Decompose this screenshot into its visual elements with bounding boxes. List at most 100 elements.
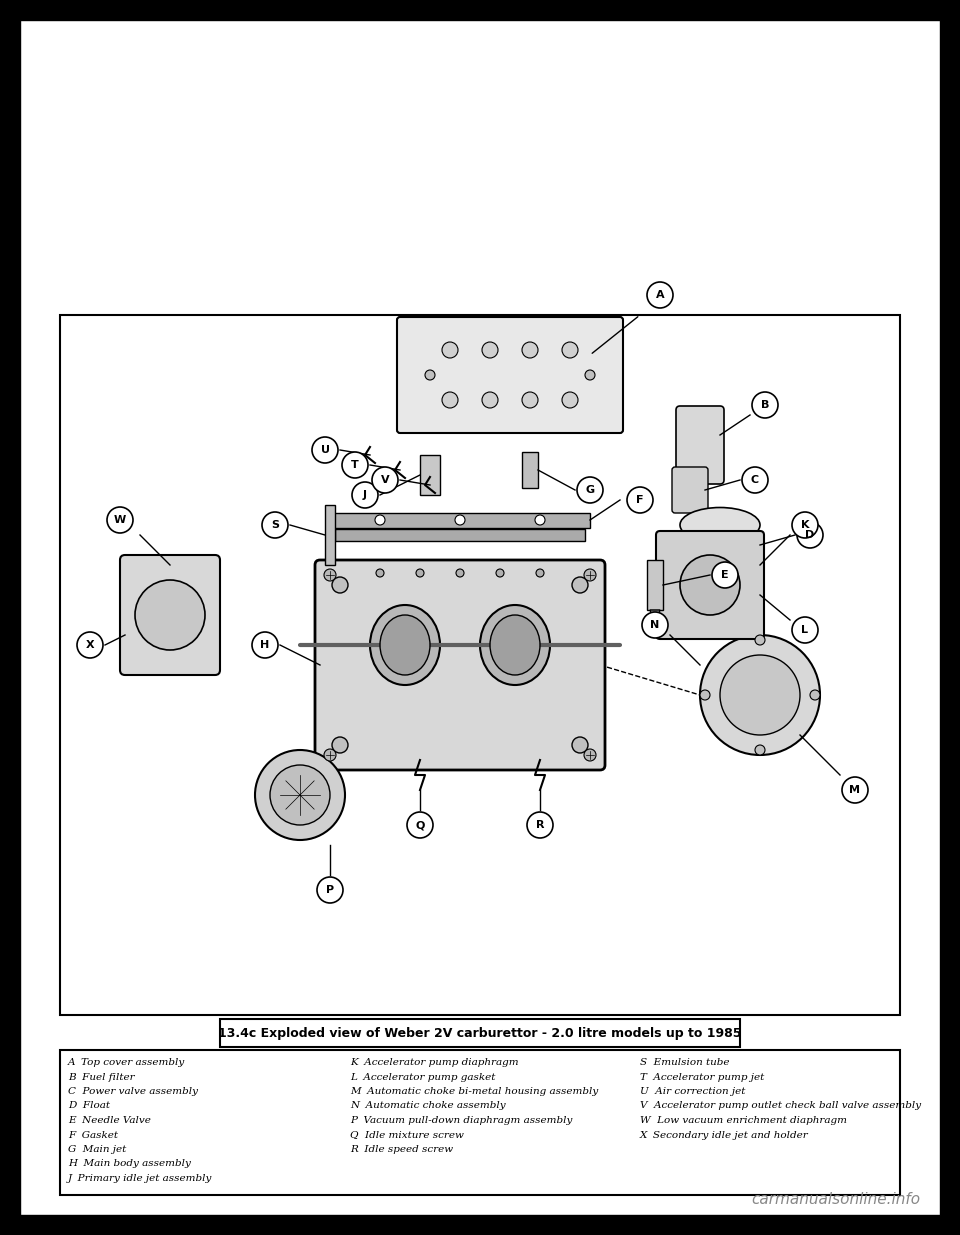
Circle shape xyxy=(535,515,545,525)
Circle shape xyxy=(77,632,103,658)
Circle shape xyxy=(375,515,385,525)
Text: X  Secondary idle jet and holder: X Secondary idle jet and holder xyxy=(640,1130,808,1140)
Text: J  Primary idle jet assembly: J Primary idle jet assembly xyxy=(68,1174,212,1183)
Text: K  Accelerator pump diaphragm: K Accelerator pump diaphragm xyxy=(350,1058,518,1067)
Polygon shape xyxy=(650,610,660,625)
Text: D: D xyxy=(805,530,815,540)
Circle shape xyxy=(255,750,345,840)
Text: G  Main jet: G Main jet xyxy=(68,1145,127,1153)
Circle shape xyxy=(792,513,818,538)
Text: C: C xyxy=(751,475,759,485)
Text: A: A xyxy=(656,290,664,300)
Circle shape xyxy=(317,877,343,903)
Circle shape xyxy=(522,391,538,408)
Circle shape xyxy=(642,613,668,638)
Circle shape xyxy=(647,282,673,308)
Circle shape xyxy=(407,811,433,839)
Circle shape xyxy=(376,569,384,577)
Circle shape xyxy=(312,437,338,463)
Bar xyxy=(647,559,663,610)
Text: Q  Idle mixture screw: Q Idle mixture screw xyxy=(350,1130,464,1140)
Text: H  Main body assembly: H Main body assembly xyxy=(68,1160,191,1168)
Circle shape xyxy=(252,632,278,658)
Circle shape xyxy=(332,737,348,753)
Text: M  Automatic choke bi-metal housing assembly: M Automatic choke bi-metal housing assem… xyxy=(350,1087,598,1095)
Circle shape xyxy=(700,690,710,700)
Circle shape xyxy=(755,635,765,645)
Circle shape xyxy=(442,391,458,408)
FancyBboxPatch shape xyxy=(656,531,764,638)
Ellipse shape xyxy=(490,615,540,676)
Circle shape xyxy=(135,580,205,650)
Circle shape xyxy=(332,577,348,593)
Text: T: T xyxy=(351,459,359,471)
Circle shape xyxy=(584,569,596,580)
Circle shape xyxy=(700,635,820,755)
Text: J: J xyxy=(363,490,367,500)
Circle shape xyxy=(572,737,588,753)
Bar xyxy=(330,513,590,527)
Text: P  Vacuum pull-down diaphragm assembly: P Vacuum pull-down diaphragm assembly xyxy=(350,1116,572,1125)
Circle shape xyxy=(425,370,435,380)
Circle shape xyxy=(752,391,778,417)
Bar xyxy=(522,452,538,488)
Text: H: H xyxy=(260,640,270,650)
FancyBboxPatch shape xyxy=(120,555,220,676)
Ellipse shape xyxy=(380,615,430,676)
Ellipse shape xyxy=(680,547,760,583)
Circle shape xyxy=(585,370,595,380)
Circle shape xyxy=(720,655,800,735)
Text: U: U xyxy=(321,445,329,454)
Text: K: K xyxy=(801,520,809,530)
Text: N  Automatic choke assembly: N Automatic choke assembly xyxy=(350,1102,506,1110)
Bar xyxy=(220,1019,740,1047)
Text: B  Fuel filter: B Fuel filter xyxy=(68,1072,134,1082)
Text: F  Gasket: F Gasket xyxy=(68,1130,118,1140)
Circle shape xyxy=(107,508,133,534)
Circle shape xyxy=(627,487,653,513)
Circle shape xyxy=(680,555,740,615)
Text: carmanualsonline.info: carmanualsonline.info xyxy=(751,1192,920,1207)
Circle shape xyxy=(572,577,588,593)
Text: S  Emulsion tube: S Emulsion tube xyxy=(640,1058,730,1067)
Text: B: B xyxy=(761,400,769,410)
Bar xyxy=(60,1050,900,1195)
Bar xyxy=(335,529,585,541)
Text: G: G xyxy=(586,485,594,495)
Text: R: R xyxy=(536,820,544,830)
Circle shape xyxy=(577,477,603,503)
Text: R  Idle speed screw: R Idle speed screw xyxy=(350,1145,453,1153)
Text: V: V xyxy=(381,475,390,485)
Circle shape xyxy=(456,569,464,577)
Circle shape xyxy=(416,569,424,577)
Circle shape xyxy=(842,777,868,803)
Ellipse shape xyxy=(680,508,760,542)
Circle shape xyxy=(324,748,336,761)
Circle shape xyxy=(527,811,553,839)
Text: W: W xyxy=(114,515,126,525)
Circle shape xyxy=(372,467,398,493)
Circle shape xyxy=(810,690,820,700)
Text: C  Power valve assembly: C Power valve assembly xyxy=(68,1087,198,1095)
Circle shape xyxy=(442,342,458,358)
Circle shape xyxy=(562,342,578,358)
Text: W  Low vacuum enrichment diaphragm: W Low vacuum enrichment diaphragm xyxy=(640,1116,847,1125)
Circle shape xyxy=(584,748,596,761)
Circle shape xyxy=(455,515,465,525)
Circle shape xyxy=(262,513,288,538)
Text: E: E xyxy=(721,571,729,580)
Circle shape xyxy=(496,569,504,577)
Bar xyxy=(60,315,900,1015)
Text: T  Accelerator pump jet: T Accelerator pump jet xyxy=(640,1072,764,1082)
Circle shape xyxy=(482,342,498,358)
Circle shape xyxy=(342,452,368,478)
Text: A  Top cover assembly: A Top cover assembly xyxy=(68,1058,185,1067)
Bar xyxy=(325,505,335,564)
Circle shape xyxy=(522,342,538,358)
Text: N: N xyxy=(650,620,660,630)
FancyBboxPatch shape xyxy=(397,317,623,433)
Text: 13.4c Exploded view of Weber 2V carburettor - 2.0 litre models up to 1985: 13.4c Exploded view of Weber 2V carburet… xyxy=(218,1026,742,1040)
Text: L  Accelerator pump gasket: L Accelerator pump gasket xyxy=(350,1072,495,1082)
Text: F: F xyxy=(636,495,644,505)
Circle shape xyxy=(792,618,818,643)
